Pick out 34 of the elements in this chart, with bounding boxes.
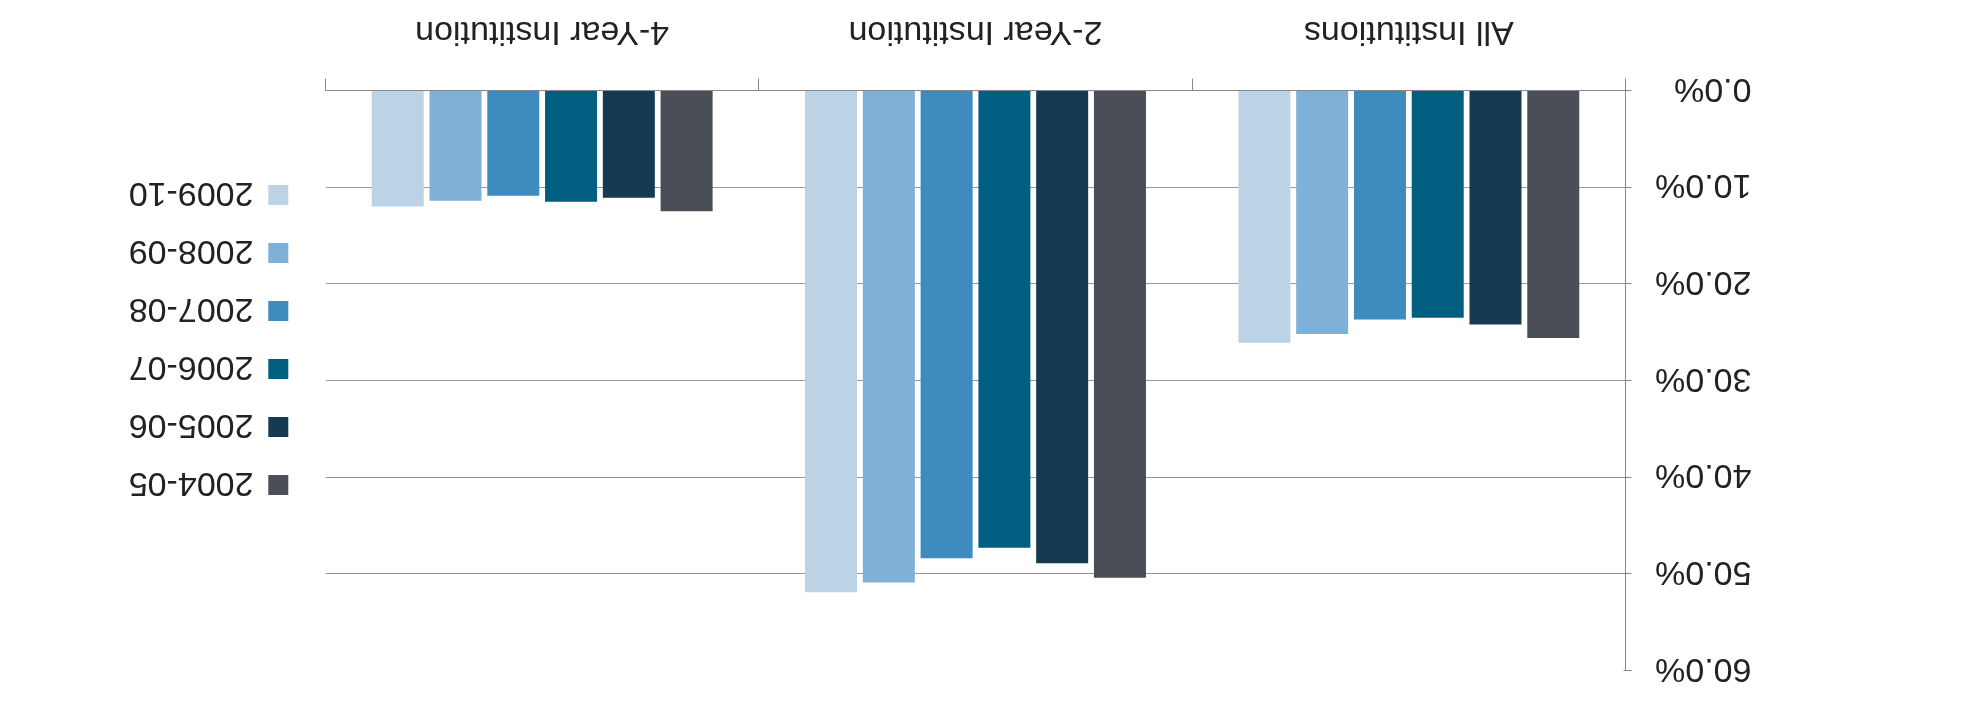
y-tick-label: 30.0% xyxy=(1655,361,1752,400)
legend-label: 2005-06 xyxy=(128,408,254,447)
y-tick-label: 0.0% xyxy=(1674,71,1752,110)
bar xyxy=(1353,90,1406,320)
bar xyxy=(429,90,482,201)
bar xyxy=(805,90,858,593)
y-tick-label: 20.0% xyxy=(1655,264,1752,303)
legend-label: 2009-10 xyxy=(128,176,254,215)
bar xyxy=(1469,90,1522,325)
bar xyxy=(862,90,915,583)
bar xyxy=(920,90,973,559)
bar xyxy=(487,90,540,196)
legend-label: 2007-08 xyxy=(128,292,254,331)
bar xyxy=(978,90,1031,548)
bar xyxy=(1411,90,1464,318)
bar xyxy=(1527,90,1580,338)
legend-label: 2006-07 xyxy=(128,350,254,389)
y-tick-label: 60.0% xyxy=(1655,651,1752,690)
y-tick-label: 10.0% xyxy=(1655,168,1752,207)
bar xyxy=(545,90,598,202)
bar xyxy=(1238,90,1291,343)
legend-label: 2004-05 xyxy=(128,466,254,505)
bar xyxy=(1296,90,1349,335)
x-tick-label: 4-Year Institution xyxy=(415,14,670,53)
bar xyxy=(602,90,655,198)
bar xyxy=(371,90,424,207)
bar xyxy=(1093,90,1146,578)
bar xyxy=(1036,90,1089,564)
legend-label: 2008-09 xyxy=(128,234,254,273)
x-tick-label: All Institutions xyxy=(1303,14,1514,53)
y-tick-label: 50.0% xyxy=(1655,554,1752,593)
bar xyxy=(660,90,713,212)
y-tick-label: 40.0% xyxy=(1655,458,1752,497)
x-tick-label: 2-Year Institution xyxy=(848,14,1103,53)
